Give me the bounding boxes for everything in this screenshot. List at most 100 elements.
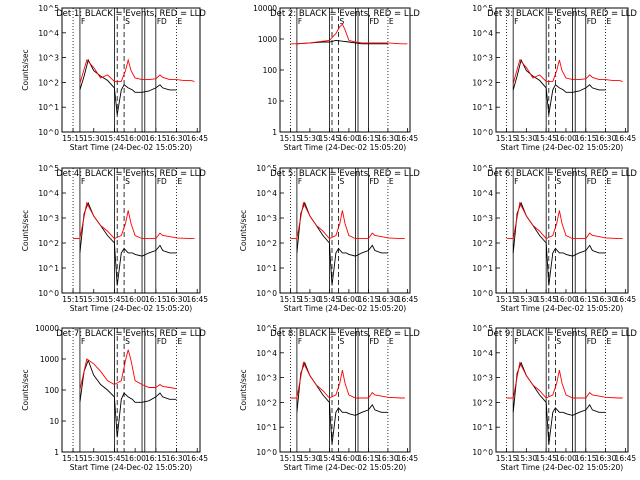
y-tick-label: 10^0 [256,448,277,457]
marker-label: E [178,337,183,346]
y-tick-label: 10 [49,417,59,426]
y-tick-label: 100 [45,386,60,395]
marker-label: E [389,17,394,26]
marker-label: S [125,337,130,346]
x-tick-label: 15:30 [299,454,321,463]
marker-label: F [587,337,591,346]
series-lld [79,58,195,84]
y-tick-label: 10^1 [472,103,493,112]
marker-label: E [389,337,394,346]
x-axis-label: Start Time (24-Dec-02 15:05:20) [284,143,406,152]
marker-label: F [587,177,591,186]
x-tick-label: 16:00 [124,295,146,304]
x-tick-label: 15:45 [319,134,341,143]
x-tick-label: 16:15 [145,454,167,463]
y-axis-label: Counts/sec [21,49,30,90]
plot-frame [279,167,411,294]
x-tick-label: 16:00 [555,134,577,143]
series-lld [73,201,195,240]
x-tick-label: 16:45 [615,454,637,463]
plot-frame [495,327,629,453]
panel-title: Det 6: BLACK = Events, RED = LLD [487,169,637,179]
panel-title: Det 9: BLACK = Events, RED = LLD [487,329,637,339]
x-axis-label: Start Time (24-Dec-02 15:05:20) [501,143,623,152]
y-tick-label: 10^2 [38,78,59,87]
x-tick-label: 15:30 [516,295,538,304]
marker-label: E [389,177,394,186]
plot-frame [61,7,201,133]
panel-title: Det 2: BLACK = Events, RED = LLD [270,9,420,19]
x-tick-label: 16:30 [595,454,617,463]
y-tick-label: 10^5 [38,4,59,13]
x-tick-label: 15:15 [496,295,518,304]
x-tick-label: 15:45 [535,295,557,304]
x-tick-label: 15:30 [83,295,105,304]
x-tick-label: 16:30 [377,295,399,304]
y-tick-label: 10^2 [472,239,493,248]
plot-frame [61,167,201,294]
y-tick-label: 1000 [258,35,277,44]
series-lld [79,349,177,391]
x-tick-label: 15:30 [83,134,105,143]
x-axis-label: Start Time (24-Dec-02 15:05:20) [70,143,192,152]
x-tick-label: 15:15 [280,134,302,143]
marker-label: S [340,177,345,186]
y-tick-label: 10^4 [472,349,493,358]
marker-label: E [607,337,612,346]
x-tick-label: 16:45 [615,134,637,143]
x-tick-label: 15:30 [299,134,321,143]
x-axis-label: Start Time (24-Dec-02 15:05:20) [501,463,623,472]
marker-label: E [178,177,183,186]
y-axis-label: Counts/sec [239,210,248,251]
marker-label: F [298,17,302,26]
y-axis-label: Counts/sec [239,369,248,410]
marker-label: E [607,177,612,186]
marker-label: F [81,17,85,26]
y-tick-label: 10^2 [256,239,277,248]
marker-label: D [161,337,167,346]
y-tick-label: 10^5 [38,164,59,173]
series-events [512,58,606,115]
series-events [79,201,177,286]
marker-label: F [157,17,161,26]
y-tick-label: 10^0 [38,128,59,137]
x-tick-label: 15:45 [104,454,126,463]
y-tick-label: 10^0 [472,128,493,137]
x-tick-label: 16:30 [377,454,399,463]
x-tick-label: 16:00 [124,454,146,463]
y-tick-label: 10^4 [256,189,277,198]
marker-label: F [81,337,85,346]
y-tick-label: 10^3 [38,214,59,223]
marker-label: S [340,17,345,26]
marker-label: F [369,17,373,26]
marker-label: S [340,337,345,346]
marker-label: F [157,177,161,186]
x-axis-label: Start Time (24-Dec-02 15:05:20) [70,463,192,472]
y-tick-label: 10^2 [472,398,493,407]
y-tick-label: 10^0 [472,289,493,298]
x-tick-label: 16:45 [615,295,637,304]
marker-label: F [369,177,373,186]
marker-label: F [157,337,161,346]
y-tick-label: 10^2 [38,239,59,248]
y-tick-label: 10^3 [256,214,277,223]
x-tick-label: 16:30 [166,134,188,143]
y-tick-label: 10^5 [472,4,493,13]
panel-title: Det 8: BLACK = Events, RED = LLD [270,329,420,339]
x-tick-label: 16:00 [338,295,360,304]
panel-title: Det 3: BLACK = Events, RED = LLD [487,9,637,19]
y-tick-label: 1 [272,128,277,137]
y-tick-label: 10^4 [472,189,493,198]
x-tick-label: 16:15 [358,134,380,143]
series-lld [512,59,623,84]
x-tick-label: 15:15 [62,454,84,463]
series-events [79,359,177,438]
x-tick-label: 15:30 [299,295,321,304]
marker-label: F [514,17,518,26]
